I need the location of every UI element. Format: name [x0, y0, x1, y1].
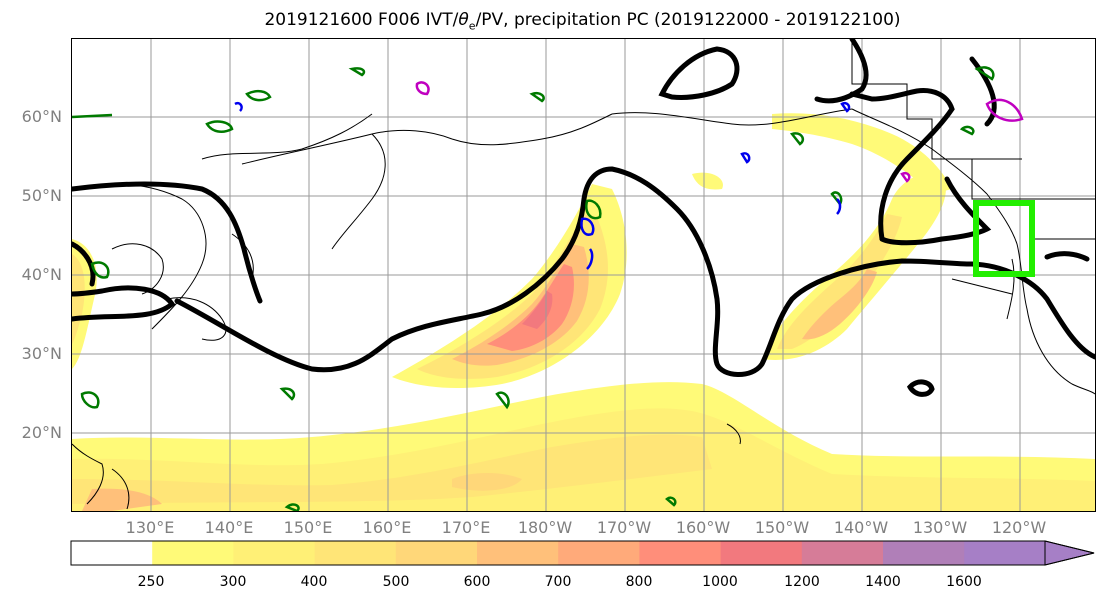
contour-magenta — [415, 81, 1024, 183]
colorbar-segment — [314, 541, 397, 565]
lon-label-130e: 130°E — [125, 518, 175, 537]
lon-label-170e: 170°E — [441, 518, 491, 537]
colorbar-segment — [152, 541, 234, 565]
lat-label-60n: 60°N — [21, 107, 62, 126]
colorbar-tick-1400: 1400 — [865, 574, 901, 590]
colorbar-segment — [720, 541, 803, 565]
lon-label-160w: 160°W — [675, 518, 731, 537]
colorbar-tick-1000: 1000 — [702, 574, 738, 590]
colorbar-tick-400: 400 — [300, 574, 328, 590]
colorbar-outline — [70, 540, 1095, 566]
colorbar-segment — [477, 541, 559, 565]
lon-label-180w: 180°W — [517, 518, 573, 537]
colorbar-tick-700: 700 — [544, 574, 572, 590]
title-theta: θ — [458, 10, 469, 30]
colorbar-segment — [233, 541, 316, 565]
colorbar-segment — [964, 541, 1045, 565]
colorbar-tick-1200: 1200 — [784, 574, 820, 590]
colorbar-segment — [395, 541, 478, 565]
colorbar-segments — [71, 541, 1045, 565]
lat-label-40n: 40°N — [21, 265, 62, 284]
colorbar — [70, 540, 1095, 566]
lon-label-150e: 150°E — [283, 518, 333, 537]
colorbar-tick-800: 800 — [625, 574, 653, 590]
contour-black — [72, 39, 1095, 397]
highlight-box — [973, 200, 1035, 277]
colorbar-tick-500: 500 — [382, 574, 410, 590]
lon-label-150w: 150°W — [754, 518, 810, 537]
precip-fill-tropical — [72, 239, 1095, 511]
contour-blue — [234, 102, 851, 270]
colorbar-tick-250: 250 — [137, 574, 165, 590]
colorbar-tick-300: 300 — [219, 574, 247, 590]
graticule — [72, 39, 1095, 511]
coastlines — [72, 39, 1095, 510]
lon-label-140e: 140°E — [204, 518, 254, 537]
colorbar-extend-arrow — [1044, 540, 1095, 566]
lon-label-170w: 170°W — [596, 518, 652, 537]
lat-label-50n: 50°N — [21, 186, 62, 205]
colorbar-segment — [639, 541, 722, 565]
colorbar-segment — [558, 541, 640, 565]
colorbar-segment — [801, 541, 884, 565]
map-svg — [72, 39, 1095, 511]
colorbar-segment — [883, 541, 965, 565]
precip-fill-atmospheric-river-1 — [392, 184, 627, 389]
colorbar-tick-600: 600 — [463, 574, 491, 590]
title-prefix: 2019121600 F006 IVT/ — [264, 10, 459, 30]
lat-label-30n: 30°N — [21, 344, 62, 363]
lon-label-130w: 130°W — [912, 518, 968, 537]
map-plot-area — [71, 38, 1096, 512]
lat-label-20n: 20°N — [21, 423, 62, 442]
map-title: 2019121600 F006 IVT/θe/PV, precipitation… — [0, 10, 1105, 32]
lon-label-160e: 160°E — [362, 518, 412, 537]
lon-label-120w: 120°W — [991, 518, 1047, 537]
colorbar-segment — [71, 541, 153, 565]
colorbar-tick-1600: 1600 — [946, 574, 982, 590]
lon-label-140w: 140°W — [833, 518, 889, 537]
title-subscript: e — [468, 19, 476, 33]
title-suffix: /PV, precipitation PC (2019122000 - 2019… — [475, 10, 901, 30]
